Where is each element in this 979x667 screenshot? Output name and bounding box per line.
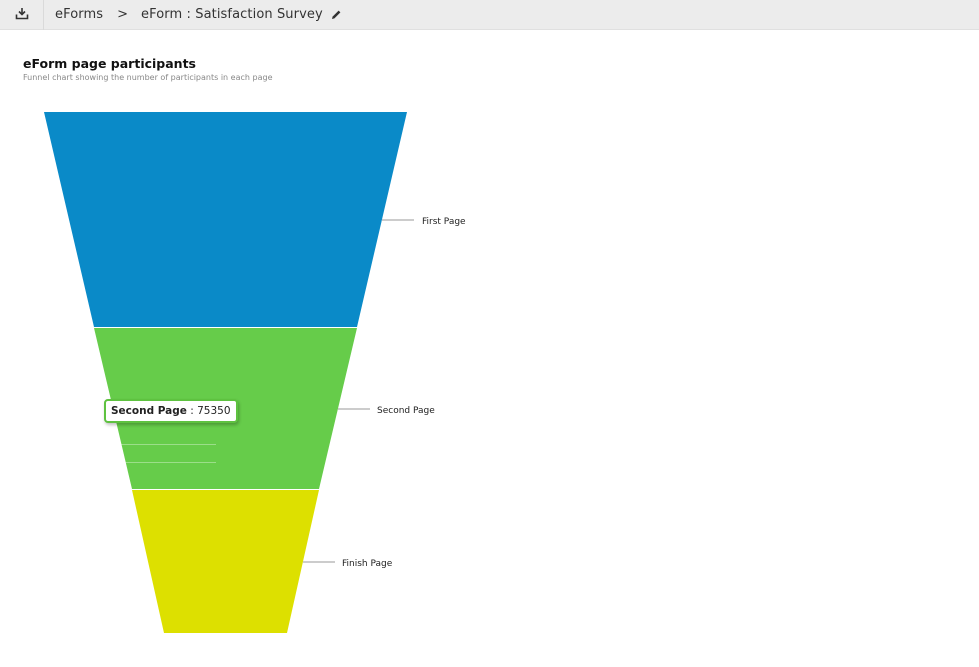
tooltip-separator: : — [186, 405, 198, 417]
tooltip-ghost-line — [112, 462, 216, 463]
download-icon — [15, 5, 29, 24]
data-tooltip: Second Page : 75350 — [104, 399, 238, 423]
download-button[interactable] — [0, 0, 44, 30]
funnel-segment-finish-page[interactable] — [132, 490, 319, 633]
label-first-page: First Page — [422, 217, 466, 227]
breadcrumb-separator: > — [117, 7, 129, 22]
chart-subtitle: Funnel chart showing the number of parti… — [23, 73, 273, 82]
tooltip-label: Second Page — [111, 405, 187, 417]
breadcrumb-bar: eForms > eForm : Satisfaction Survey — [0, 0, 979, 30]
label-finish-page: Finish Page — [342, 559, 393, 569]
pencil-icon[interactable] — [331, 9, 342, 20]
breadcrumb-eforms-link[interactable]: eForms — [55, 7, 104, 22]
tooltip-value: 75350 — [197, 405, 231, 417]
tooltip-ghost-line — [112, 444, 216, 445]
label-second-page: Second Page — [377, 406, 435, 416]
breadcrumb-current-form: eForm : Satisfaction Survey — [141, 7, 323, 22]
funnel-segment-first-page[interactable] — [44, 112, 407, 327]
chart-title: eForm page participants — [23, 56, 196, 71]
